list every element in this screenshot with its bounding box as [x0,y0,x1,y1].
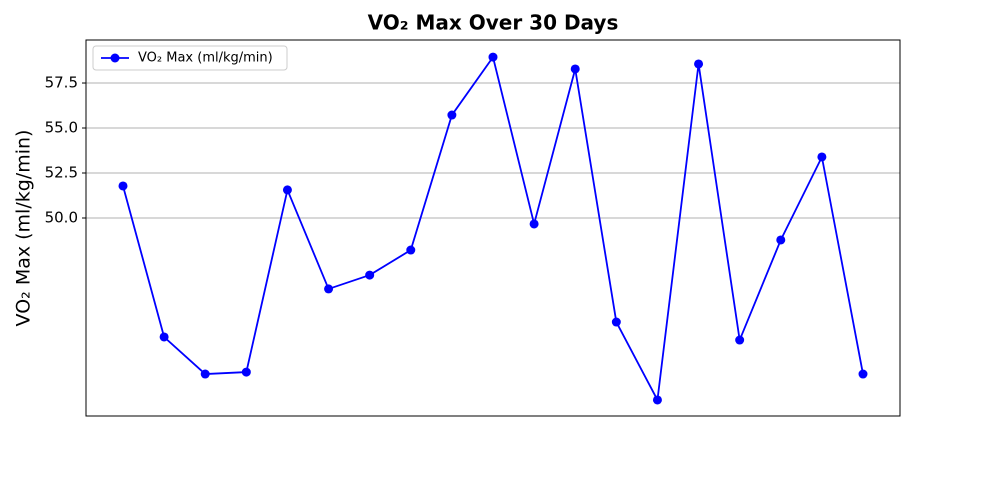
series-line [122,54,864,403]
data-point [735,335,745,345]
data-point [282,185,292,195]
data-point [241,367,251,377]
data-point [776,235,786,245]
data-point [694,59,704,69]
data-point [488,52,498,62]
data-point [611,317,621,327]
y-tick-label: 50.0 [45,209,78,227]
y-axis-label: VO₂ Max (ml/kg/min) [13,130,35,327]
data-point [365,270,375,280]
legend-box [92,45,288,71]
y-tick-label: 55.0 [45,119,78,137]
data-point [858,369,868,379]
legend-label: VO₂ Max (ml/kg/min) [138,51,273,66]
data-point [447,110,457,120]
legend-marker [110,53,120,63]
data-point [200,369,210,379]
data-point [817,152,827,162]
data-point [324,284,334,294]
plot-frame [85,39,901,417]
chart-title: VO₂ Max Over 30 Days [368,11,619,35]
data-point [118,181,128,191]
y-tick-label: 57.5 [45,74,78,92]
data-point [652,395,662,405]
data-point [159,332,169,342]
data-point [570,64,580,74]
data-point [529,219,539,229]
data-point [406,245,416,255]
y-tick-label: 52.5 [45,164,78,182]
